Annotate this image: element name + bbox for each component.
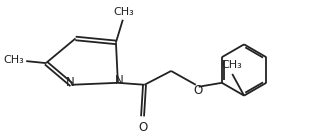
Text: N: N bbox=[66, 76, 75, 89]
Text: CH₃: CH₃ bbox=[3, 55, 24, 65]
Text: O: O bbox=[138, 121, 147, 134]
Text: N: N bbox=[114, 74, 123, 87]
Text: CH₃: CH₃ bbox=[113, 7, 134, 17]
Text: O: O bbox=[193, 84, 202, 97]
Text: CH₃: CH₃ bbox=[221, 60, 242, 70]
